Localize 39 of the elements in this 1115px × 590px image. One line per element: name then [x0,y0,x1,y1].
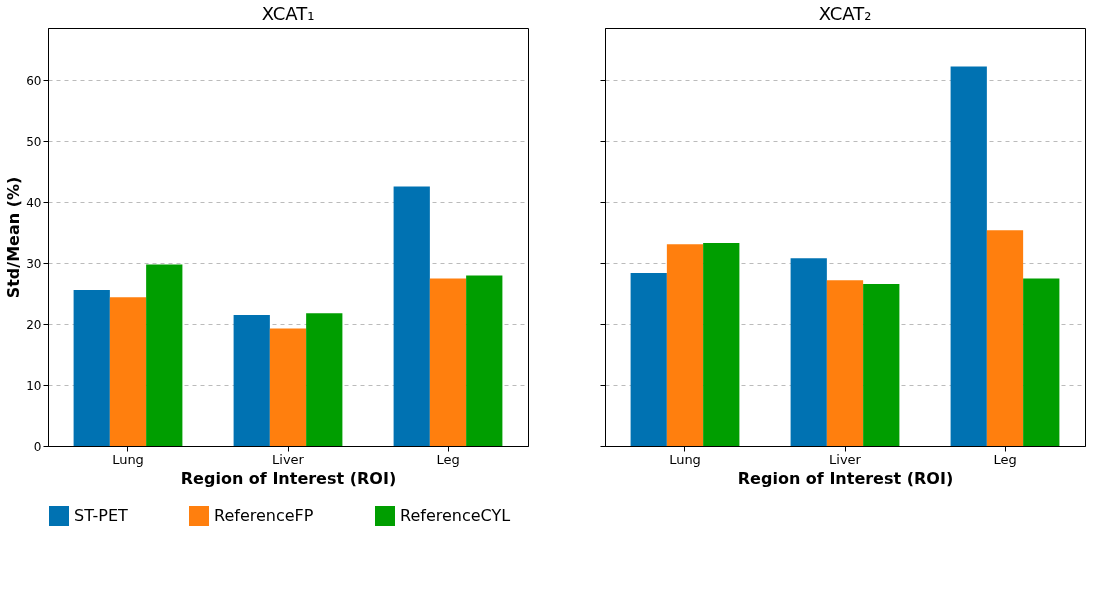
x-tick-label: Lung [112,451,144,467]
bar [986,230,1024,446]
bar [466,275,503,446]
x-tick-label: Leg [436,451,460,467]
bar [146,264,183,446]
bar [269,328,307,446]
bar [666,244,704,446]
bar [393,186,430,446]
bar [73,290,110,446]
y-tick-label: 60 [26,73,42,88]
legend-label: ST-PET [74,506,128,525]
y-tick-label: 50 [26,134,42,149]
bar [109,297,147,446]
x-tick-label: Liver [829,451,862,467]
bar [826,280,864,446]
bar [630,272,667,446]
legend-label: ReferenceFP [214,506,314,525]
chart-title: XCAT₁ [261,3,315,24]
bar [1023,278,1060,446]
bar [233,314,270,446]
y-tick-label: 20 [26,317,42,332]
bar [863,283,900,446]
x-axis-title: Region of Interest (ROI) [180,468,397,488]
bar [429,278,467,446]
y-tick-label: 40 [26,195,42,210]
bar [790,258,827,446]
x-tick-label: Liver [272,451,305,467]
y-tick-label: 0 [33,439,42,454]
chart-title: XCAT₂ [818,3,872,24]
bar [306,313,343,446]
y-tick-label: 10 [26,378,42,393]
legend-label: ReferenceCYL [400,506,511,525]
bar [703,243,740,446]
bar [950,66,987,446]
y-tick-label: 30 [26,256,42,271]
x-axis-title: Region of Interest (ROI) [737,468,954,488]
x-tick-label: Leg [993,451,1017,467]
y-axis-title: Std/Mean (%) [4,176,24,299]
x-tick-label: Lung [669,451,701,467]
